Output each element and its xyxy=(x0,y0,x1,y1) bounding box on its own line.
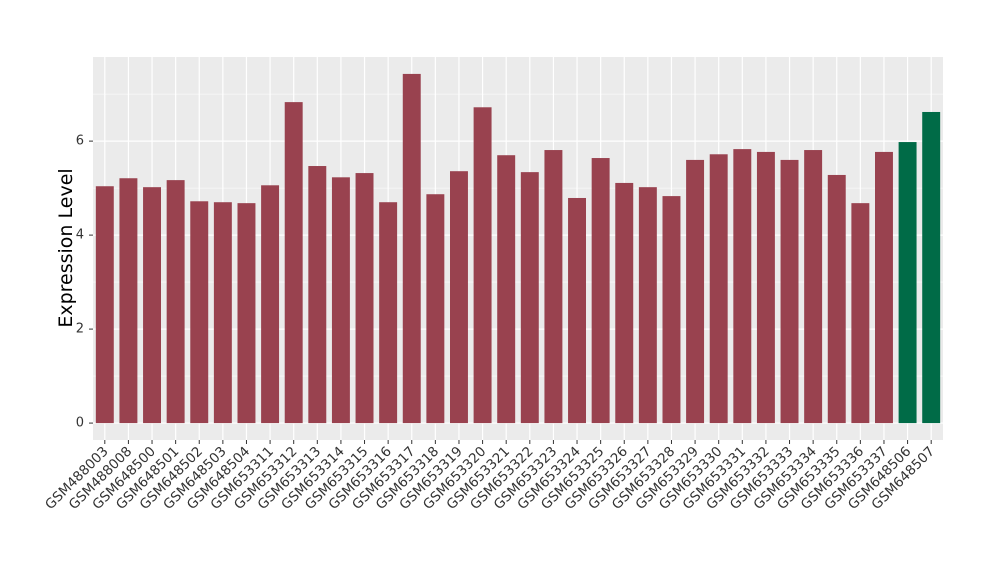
y-tick-label: 2 xyxy=(76,322,84,337)
bar xyxy=(497,155,516,424)
bar xyxy=(379,202,398,424)
bar xyxy=(662,196,681,424)
bar xyxy=(355,173,374,424)
bar xyxy=(213,202,232,424)
bar xyxy=(898,142,917,424)
bar xyxy=(237,203,256,424)
bar xyxy=(450,171,468,424)
bar xyxy=(638,187,657,424)
bar xyxy=(143,187,161,424)
y-axis-title: Expression Level xyxy=(55,168,77,327)
bar xyxy=(615,182,634,424)
bar xyxy=(261,185,280,424)
bar xyxy=(591,158,610,424)
bar xyxy=(284,102,303,424)
bar xyxy=(709,154,728,424)
bar xyxy=(473,107,492,424)
bar xyxy=(686,159,705,424)
bar xyxy=(190,201,209,424)
bar xyxy=(827,174,846,424)
bar xyxy=(119,178,138,424)
bar xyxy=(402,73,421,424)
bar xyxy=(756,151,775,424)
bar xyxy=(851,203,870,424)
y-tick-label: 0 xyxy=(76,416,84,431)
bar xyxy=(426,194,445,424)
bar xyxy=(568,197,586,424)
y-tick-label: 4 xyxy=(76,228,84,243)
bar xyxy=(804,150,823,424)
bar xyxy=(95,186,114,424)
bar xyxy=(922,111,941,424)
bar xyxy=(331,177,350,424)
bar xyxy=(544,150,563,424)
bar xyxy=(733,149,752,424)
bar xyxy=(166,180,185,424)
bar xyxy=(308,166,327,424)
y-tick-label: 6 xyxy=(76,134,84,149)
bar xyxy=(520,172,539,424)
bar xyxy=(780,159,799,424)
bar xyxy=(875,151,893,424)
